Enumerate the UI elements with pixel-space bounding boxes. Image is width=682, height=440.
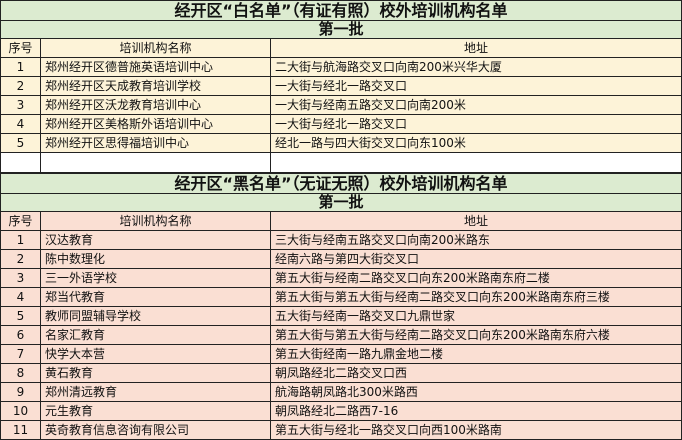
table-row: 6 名家汇教育 第五大街与第五大街与经南二路交叉口向东200米路南东府六楼	[0, 325, 682, 345]
row-index: 3	[0, 95, 41, 115]
table-row: 9 郑州清远教育 航海路朝凤路北300米路西	[0, 382, 682, 402]
institution-name: 陈中数理化	[40, 249, 271, 269]
row-index: 1	[0, 57, 41, 77]
row-index: 3	[0, 268, 41, 288]
table-header-row: 序号 培训机构名称 地址	[0, 38, 682, 58]
institution-name: 郑州经开区美格斯外语培训中心	[40, 114, 271, 134]
row-index: 5	[0, 306, 41, 326]
row-index: 1	[0, 230, 41, 250]
institution-name: 郑州经开区天成教育培训学校	[40, 76, 271, 96]
institution-name: 英奇教育信息咨询有限公司	[40, 420, 271, 440]
row-index: 6	[0, 325, 41, 345]
table-row: 2 郑州经开区天成教育培训学校 一大街与经北一路交叉口	[0, 76, 682, 96]
row-index: 11	[0, 420, 41, 440]
institution-name: 郑州经开区德普施英语培训中心	[40, 57, 271, 77]
table-row: 2 陈中数理化 经南六路与第四大街交叉口	[0, 249, 682, 269]
black-list-table: 经开区“黑名单”（无证无照）校外培训机构名单 第一批 序号 培训机构名称 地址 1 汉达…	[0, 173, 682, 440]
table-row: 5 郑州经开区思得福培训中心 经北一路与四大街交叉口向东100米	[0, 133, 682, 153]
index-header: 序号	[0, 211, 41, 231]
institution-name: 郑州经开区思得福培训中心	[40, 133, 271, 153]
institution-name: 名家汇教育	[40, 325, 271, 345]
table-row: 4 郑当代教育 第五大街与第五大街与经南二路交叉口向东200米路南东府三楼	[0, 287, 682, 307]
institution-address: 第五大街与经北一路交叉口向西100米路南	[270, 420, 682, 440]
table-row: 11 英奇教育信息咨询有限公司 第五大街与经北一路交叉口向西100米路南	[0, 420, 682, 440]
table-row: 8 黄石教育 朝凤路经北二路交叉口西	[0, 363, 682, 383]
institution-name: 郑州经开区沃龙教育培训中心	[40, 95, 271, 115]
row-index: 9	[0, 382, 41, 402]
name-header: 培训机构名称	[40, 38, 271, 58]
institution-name: 元生教育	[40, 401, 271, 421]
white-list-table: 经开区“白名单”（有证有照）校外培训机构名单 第一批 序号 培训机构名称 地址 1 郑州…	[0, 0, 682, 173]
row-index: 7	[0, 344, 41, 364]
black-list-batch: 第一批	[0, 193, 682, 212]
table-row: 4 郑州经开区美格斯外语培训中心 一大街与经北一路交叉口	[0, 114, 682, 134]
row-index: 8	[0, 363, 41, 383]
institution-address: 二大街与航海路交叉口向南200米兴华大厦	[270, 57, 682, 77]
index-header: 序号	[0, 38, 41, 58]
institution-address: 经北一路与四大街交叉口向东100米	[270, 133, 682, 153]
institution-address: 第五大街经南一路九鼎金地二楼	[270, 344, 682, 364]
institution-address: 航海路朝凤路北300米路西	[270, 382, 682, 402]
institution-address: 一大街与经南五路交叉口向南200米	[270, 95, 682, 115]
institution-name: 三一外语学校	[40, 268, 271, 288]
row-index: 10	[0, 401, 41, 421]
row-index: 4	[0, 287, 41, 307]
table-row: 10 元生教育 朝凤路经北二路西7-16	[0, 401, 682, 421]
institution-address: 一大街与经北一路交叉口	[270, 76, 682, 96]
name-header: 培训机构名称	[40, 211, 271, 231]
white-list-title: 经开区“白名单”（有证有照）校外培训机构名单	[0, 0, 682, 21]
institution-name: 快学大本营	[40, 344, 271, 364]
table-row: 3 郑州经开区沃龙教育培训中心 一大街与经南五路交叉口向南200米	[0, 95, 682, 115]
table-row: 5 教师同盟辅导学校 五大街与经南一路交叉口九鼎世家	[0, 306, 682, 326]
institution-address: 第五大街与经南二路交叉口向东200米路南东府二楼	[270, 268, 682, 288]
row-index: 4	[0, 114, 41, 134]
table-row: 1 郑州经开区德普施英语培训中心 二大街与航海路交叉口向南200米兴华大厦	[0, 57, 682, 77]
row-index: 2	[0, 76, 41, 96]
institution-address: 一大街与经北一路交叉口	[270, 114, 682, 134]
institution-name: 郑当代教育	[40, 287, 271, 307]
institution-address: 朝凤路经北二路交叉口西	[270, 363, 682, 383]
institution-name: 教师同盟辅导学校	[40, 306, 271, 326]
table-header-row: 序号 培训机构名称 地址	[0, 211, 682, 231]
institution-address: 第五大街与第五大街与经南二路交叉口向东200米路南东府六楼	[270, 325, 682, 345]
institution-address: 三大街与经南五路交叉口向南200米路东	[270, 230, 682, 250]
institution-address: 五大街与经南一路交叉口九鼎世家	[270, 306, 682, 326]
institution-address: 经南六路与第四大街交叉口	[270, 249, 682, 269]
table-row: 1 汉达教育 三大街与经南五路交叉口向南200米路东	[0, 230, 682, 250]
table-row: 7 快学大本营 第五大街经南一路九鼎金地二楼	[0, 344, 682, 364]
address-header: 地址	[270, 211, 682, 231]
institution-name: 郑州清远教育	[40, 382, 271, 402]
institution-address: 朝凤路经北二路西7-16	[270, 401, 682, 421]
row-index: 2	[0, 249, 41, 269]
row-index: 5	[0, 133, 41, 153]
address-header: 地址	[270, 38, 682, 58]
empty-row	[0, 152, 682, 173]
institution-name: 黄石教育	[40, 363, 271, 383]
institution-name: 汉达教育	[40, 230, 271, 250]
white-list-batch: 第一批	[0, 20, 682, 39]
institution-address: 第五大街与第五大街与经南二路交叉口向东200米路南东府三楼	[270, 287, 682, 307]
table-row: 3 三一外语学校 第五大街与经南二路交叉口向东200米路南东府二楼	[0, 268, 682, 288]
black-list-title: 经开区“黑名单”（无证无照）校外培训机构名单	[0, 173, 682, 194]
